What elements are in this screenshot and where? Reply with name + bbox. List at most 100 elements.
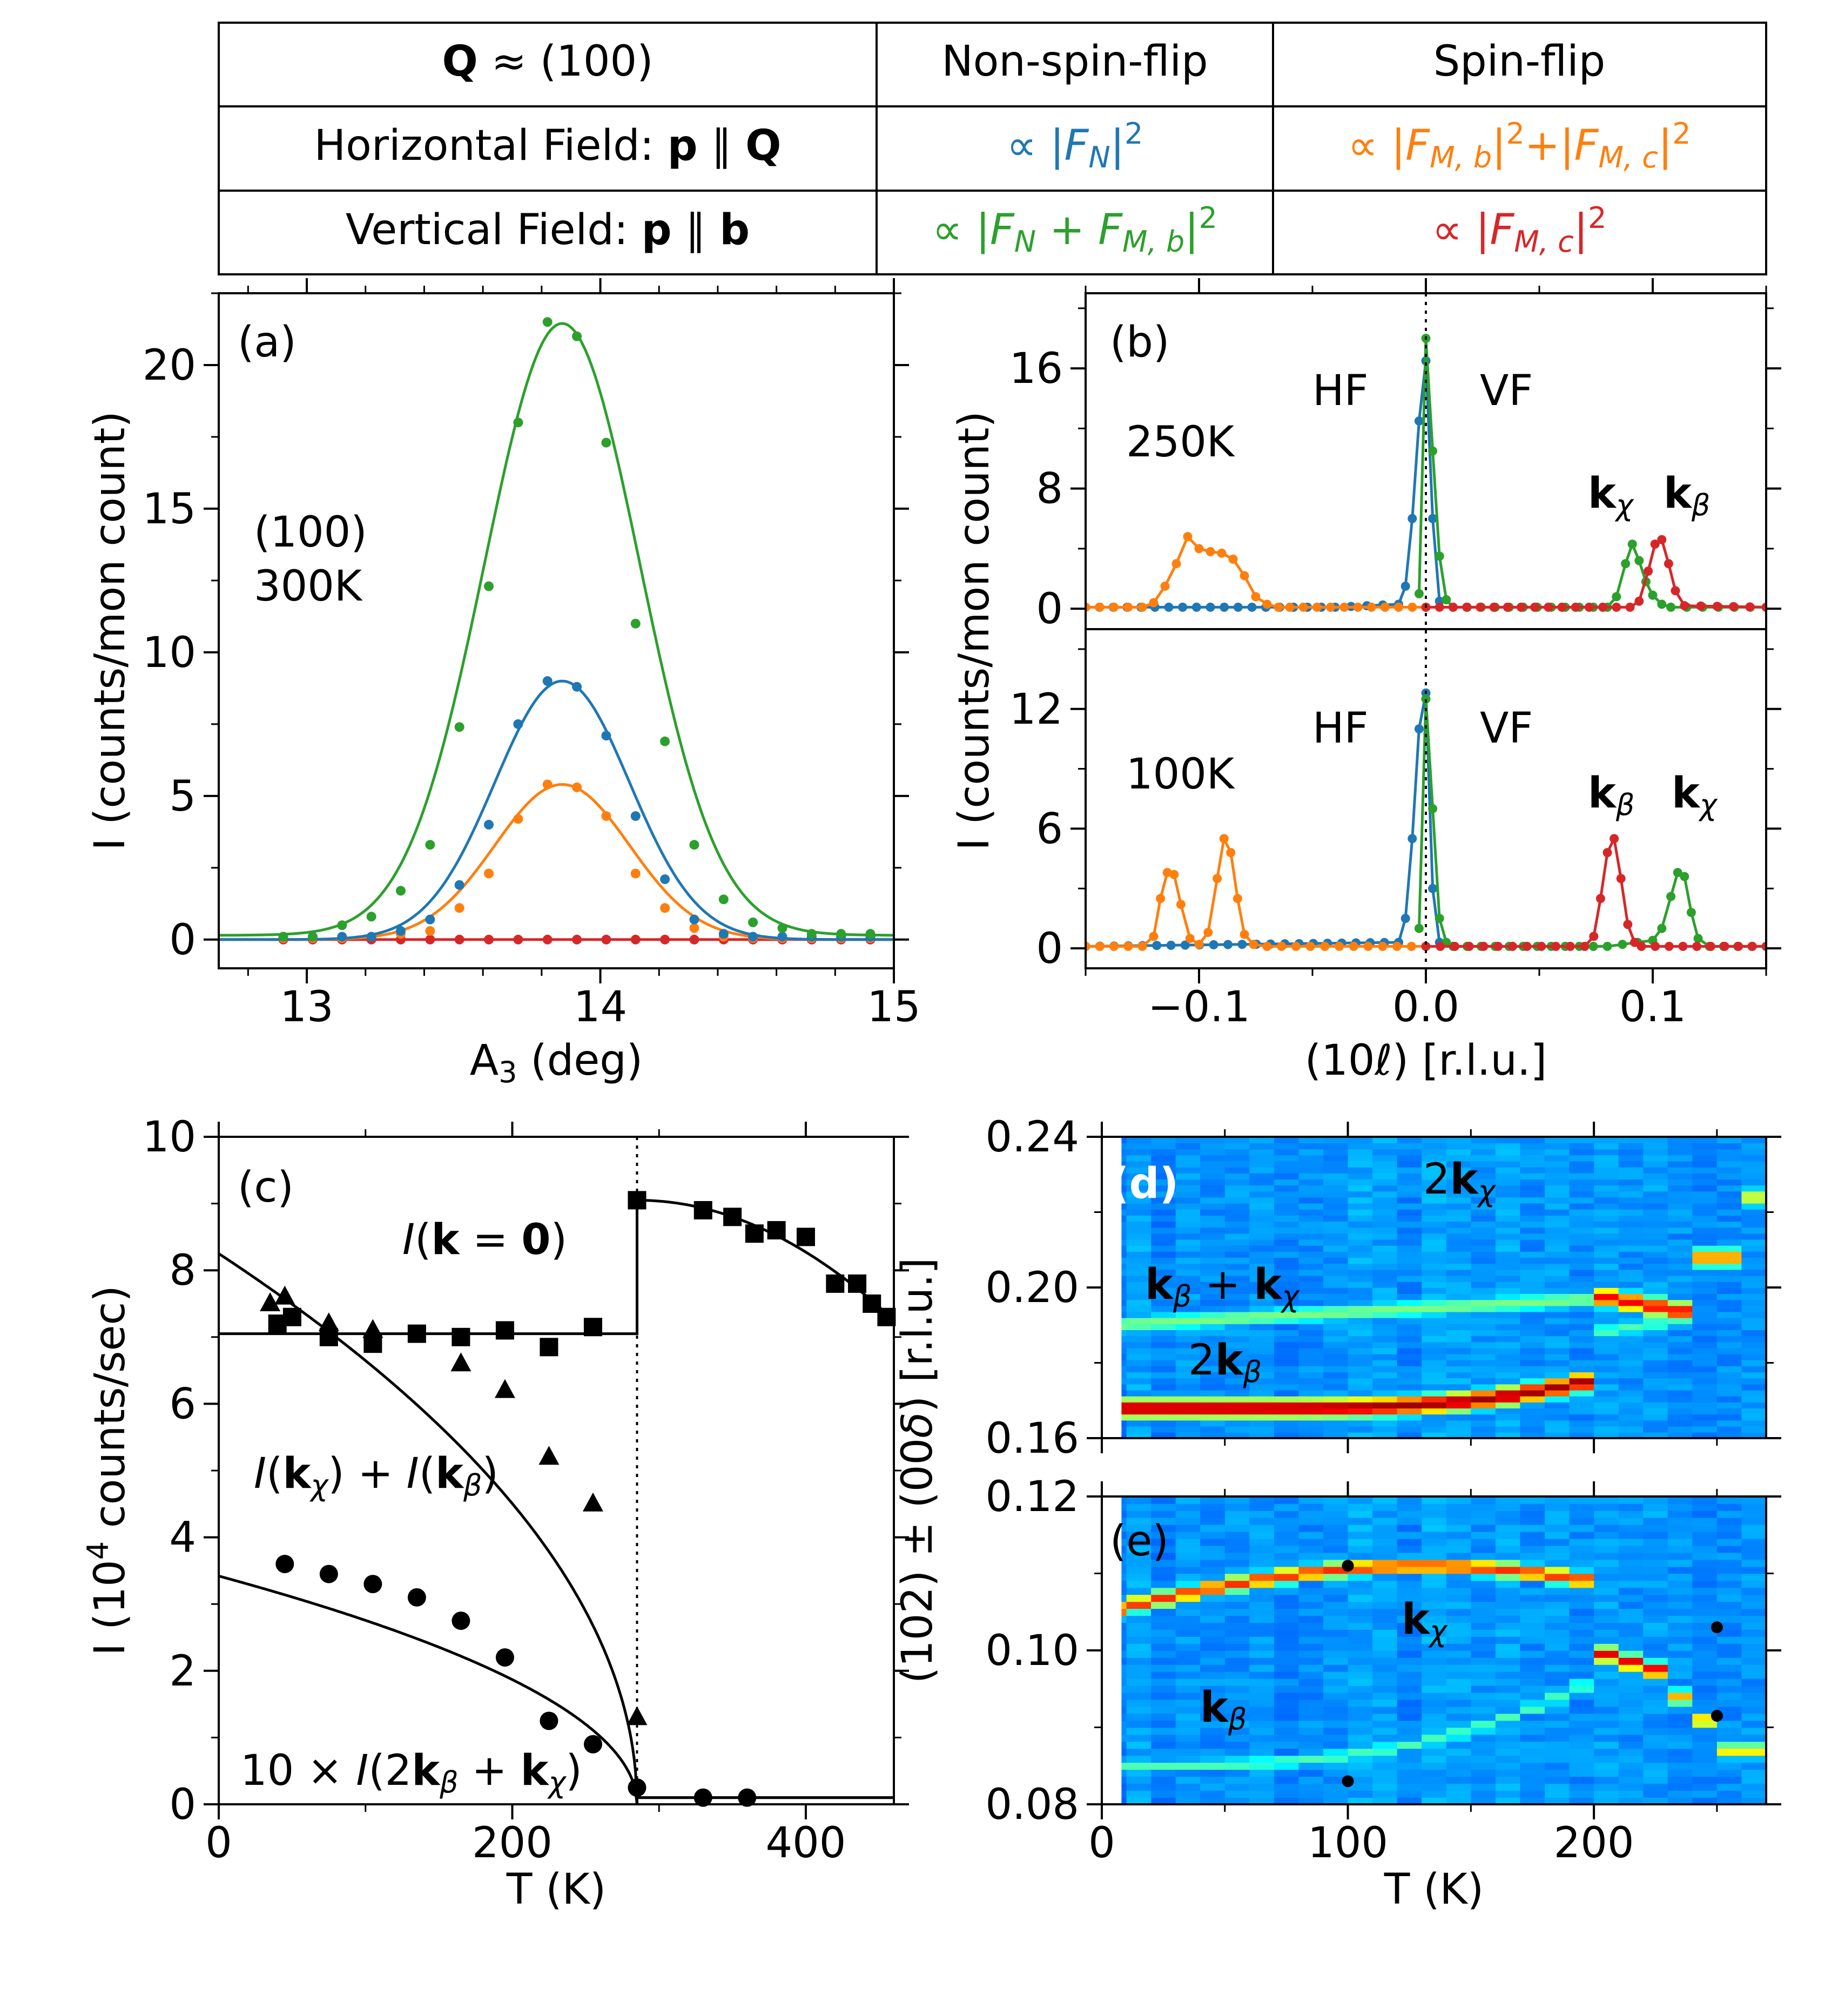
panel-d-cell (1126, 1143, 1152, 1150)
panel-d-cell (1151, 1251, 1176, 1258)
panel-d-cell (1200, 1197, 1225, 1204)
panel-e-cell (1471, 1741, 1496, 1749)
panel-d-cell (1397, 1317, 1423, 1324)
panel-e-cell (1422, 1559, 1447, 1567)
panel-b-top-point (1571, 602, 1580, 612)
panel-e-cell (1520, 1559, 1545, 1567)
panel-b-bottom-point (1203, 928, 1213, 938)
panel-e-cell (1175, 1608, 1201, 1616)
table-header-q: Q ≈ (100) (442, 37, 654, 86)
panel-e-cell (1323, 1510, 1349, 1518)
panel-c-xtick-label: 200 (472, 1819, 553, 1867)
panel-e-cell (1121, 1496, 1127, 1504)
panel-d-cell (1594, 1143, 1619, 1150)
panel-d-cell (1618, 1293, 1644, 1300)
panel-e-cell (1126, 1790, 1152, 1798)
panel-e-cell (1274, 1762, 1299, 1770)
panel-e-cell (1126, 1503, 1152, 1511)
panel-e-cell (1249, 1601, 1275, 1609)
panel-e-cell (1495, 1727, 1521, 1735)
panel-d-cell (1397, 1353, 1423, 1360)
panel-e-cell (1618, 1524, 1644, 1532)
panel-d-cell (1323, 1173, 1349, 1179)
panel-e-cell (1495, 1538, 1521, 1546)
panel-e-cell (1446, 1566, 1472, 1574)
panel-e-cell (1643, 1762, 1668, 1770)
panel-d-cell (1495, 1420, 1521, 1427)
panel-b-top-point (1761, 602, 1766, 612)
panel-e-cell (1151, 1545, 1176, 1553)
panel-d-cell (1495, 1372, 1521, 1379)
panel-b-top-ytick-label: 0 (1036, 585, 1063, 633)
panel-de-ylabel: (102) ± (00δ) [r.l.u.] (893, 1258, 942, 1684)
panel-d-cell (1200, 1167, 1225, 1174)
panel-e-cell (1569, 1769, 1594, 1777)
panel-d-cell (1667, 1173, 1693, 1179)
panel-d-cell (1446, 1341, 1472, 1349)
panel-d-cell (1323, 1378, 1349, 1385)
panel-d-cell (1200, 1269, 1225, 1276)
panel-d-cell (1372, 1227, 1398, 1234)
panel-e-cell (1495, 1657, 1521, 1665)
panel-d-cell (1151, 1215, 1176, 1222)
panel-e-cell (1274, 1748, 1299, 1756)
panel-e-cell (1692, 1636, 1718, 1644)
panel-e-cell (1618, 1671, 1644, 1679)
panel-d-cell (1716, 1197, 1742, 1204)
panel-d-cell (1495, 1330, 1521, 1337)
panel-d-cell (1618, 1324, 1644, 1330)
panel-d-cell (1741, 1263, 1766, 1270)
panel-e-cell (1422, 1566, 1447, 1574)
panel-e-cell (1151, 1510, 1176, 1518)
panel-d-cell (1446, 1311, 1472, 1318)
panel-d-cell (1643, 1203, 1668, 1210)
panel-d-cell (1495, 1137, 1521, 1143)
panel-e-cell (1716, 1797, 1742, 1804)
panel-e-cell (1692, 1517, 1718, 1525)
panel-e-cell (1643, 1783, 1668, 1791)
panel-e-cell (1298, 1671, 1324, 1679)
panel-d-cell (1372, 1384, 1398, 1391)
panel-d-cell (1151, 1281, 1176, 1288)
panel-d-cell (1643, 1263, 1668, 1270)
panel-a-annotation-q: (100) (254, 508, 367, 557)
panel-d-cell (1298, 1185, 1324, 1192)
panel-e-cell (1471, 1615, 1496, 1623)
panel-d-cell (1569, 1197, 1594, 1204)
panel-e-cell (1618, 1629, 1644, 1637)
panel-e-cell (1372, 1573, 1398, 1581)
panel-b-top-vf: VF (1480, 367, 1533, 415)
panel-e-cell (1323, 1629, 1349, 1637)
panel-d-cell (1126, 1299, 1152, 1306)
panel-d-cell (1121, 1347, 1127, 1354)
panel-d-cell (1495, 1366, 1521, 1373)
panel-d-cell (1323, 1221, 1349, 1228)
panel-b-xtick-label: 0.0 (1392, 983, 1459, 1031)
panel-e-cell (1569, 1790, 1594, 1798)
panel-e-cell (1643, 1720, 1668, 1728)
panel-d-cell (1274, 1324, 1299, 1330)
panel-d-cell (1471, 1378, 1496, 1385)
panel-d-cell (1520, 1414, 1545, 1421)
panel-e-cell (1126, 1755, 1152, 1763)
panel-e-cell (1618, 1573, 1644, 1581)
panel-d-cell (1667, 1167, 1693, 1174)
panel-e-cell (1741, 1503, 1766, 1511)
panel-e-cell (1594, 1713, 1619, 1721)
panel-b-bottom-point (1618, 940, 1627, 949)
panel-d-cell (1151, 1366, 1176, 1373)
panel-e-cell (1200, 1524, 1225, 1532)
panel-e-cell (1446, 1601, 1472, 1609)
panel-e-cell (1716, 1720, 1742, 1728)
panel-d-cell (1667, 1330, 1693, 1337)
panel-d-cell (1372, 1336, 1398, 1343)
panel-e-cell (1348, 1580, 1373, 1588)
panel-d-cell (1741, 1227, 1766, 1234)
panel-e-cell (1692, 1685, 1718, 1693)
panel-d-cell (1249, 1414, 1275, 1421)
panel-d-cell (1224, 1395, 1250, 1403)
panel-d-cell (1422, 1395, 1447, 1403)
panel-e-cell (1348, 1727, 1373, 1735)
panel-d-cell (1471, 1341, 1496, 1349)
panel-e-cell (1741, 1776, 1766, 1784)
